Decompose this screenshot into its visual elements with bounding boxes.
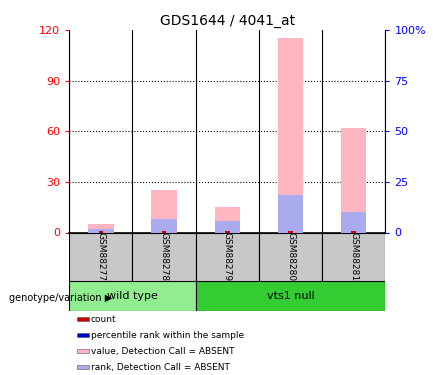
Text: count: count bbox=[91, 315, 116, 324]
Text: rank, Detection Call = ABSENT: rank, Detection Call = ABSENT bbox=[91, 363, 229, 372]
Text: GSM88278: GSM88278 bbox=[160, 232, 168, 281]
Text: GSM88280: GSM88280 bbox=[286, 232, 295, 281]
Bar bbox=[196, 281, 385, 311]
Bar bbox=[69, 232, 132, 281]
Bar bbox=[225, 231, 229, 232]
Bar bbox=[215, 220, 240, 232]
Bar bbox=[88, 229, 113, 232]
Bar bbox=[77, 317, 89, 321]
Text: vts1 null: vts1 null bbox=[267, 291, 314, 301]
Text: GSM88277: GSM88277 bbox=[97, 232, 105, 281]
Text: percentile rank within the sample: percentile rank within the sample bbox=[91, 331, 244, 340]
Bar bbox=[196, 232, 259, 281]
Bar bbox=[215, 207, 240, 232]
Bar bbox=[132, 232, 196, 281]
Text: genotype/variation ▶: genotype/variation ▶ bbox=[9, 293, 112, 303]
Bar bbox=[88, 224, 113, 232]
Bar bbox=[99, 231, 103, 232]
Bar bbox=[152, 190, 177, 232]
Text: GSM88281: GSM88281 bbox=[349, 232, 358, 281]
Text: wild type: wild type bbox=[107, 291, 158, 301]
Text: GSM88279: GSM88279 bbox=[223, 232, 232, 281]
Bar bbox=[162, 231, 166, 232]
Bar bbox=[288, 231, 293, 232]
Bar bbox=[259, 232, 322, 281]
Bar bbox=[352, 231, 356, 232]
Bar bbox=[69, 281, 196, 311]
Bar bbox=[77, 333, 89, 337]
Text: value, Detection Call = ABSENT: value, Detection Call = ABSENT bbox=[91, 346, 234, 355]
Bar bbox=[77, 349, 89, 353]
Bar bbox=[341, 212, 366, 232]
Bar bbox=[341, 128, 366, 232]
Bar bbox=[322, 232, 385, 281]
Bar bbox=[152, 219, 177, 232]
Title: GDS1644 / 4041_at: GDS1644 / 4041_at bbox=[160, 13, 295, 28]
Bar bbox=[278, 39, 303, 232]
Bar bbox=[77, 365, 89, 369]
Bar bbox=[278, 195, 303, 232]
